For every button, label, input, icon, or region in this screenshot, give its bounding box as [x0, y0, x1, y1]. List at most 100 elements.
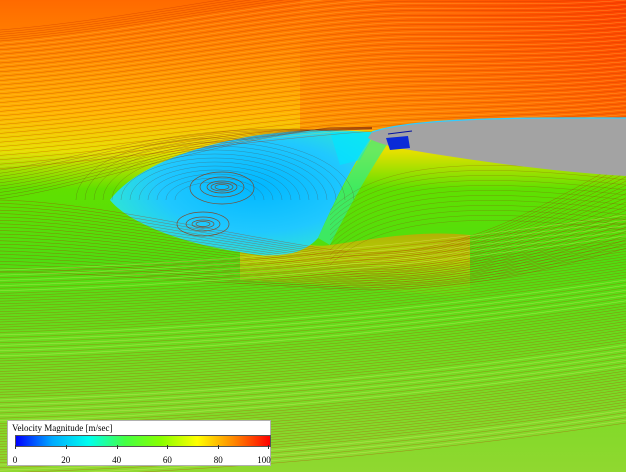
streamline — [0, 61, 626, 114]
streamline — [0, 352, 626, 409]
streamline — [0, 26, 626, 79]
streamline — [0, 23, 626, 77]
airfoil-body — [368, 118, 626, 176]
streamline — [0, 219, 626, 276]
streamline — [0, 222, 626, 279]
streamline — [0, 253, 626, 310]
streamline — [137, 422, 626, 472]
streamline — [102, 149, 328, 201]
streamline — [0, 30, 626, 84]
streamline — [0, 164, 626, 255]
streamline — [0, 218, 626, 278]
high-speed-region — [300, 0, 626, 130]
streamline — [0, 323, 626, 380]
streamline — [0, 326, 626, 383]
streamline — [0, 21, 626, 75]
streamline — [329, 190, 626, 236]
streamline — [329, 170, 626, 216]
streamline — [0, 126, 373, 200]
streamline — [0, 83, 626, 136]
streamline — [0, 222, 626, 279]
streamline — [0, 6, 626, 59]
streamline — [0, 201, 626, 271]
streamline — [0, 180, 626, 262]
streamline — [18, 417, 626, 472]
streamline — [0, 34, 626, 88]
streamline — [0, 284, 626, 341]
streamline — [0, 0, 304, 42]
legend-colorbar — [15, 435, 271, 447]
streamline — [0, 238, 626, 294]
streamline — [0, 321, 626, 377]
streamline — [0, 0, 285, 40]
streamline — [0, 0, 222, 31]
streamline — [0, 4, 626, 57]
streamline — [0, 287, 626, 344]
streamline — [0, 292, 626, 349]
streamline — [0, 0, 252, 35]
streamline — [0, 39, 626, 92]
streamline — [0, 76, 626, 130]
streamline — [0, 127, 373, 184]
legend-tick-mark — [116, 445, 118, 449]
streamline — [0, 127, 373, 187]
streamline — [329, 195, 626, 241]
streamline — [0, 205, 626, 272]
streamline — [0, 72, 626, 125]
streamline — [0, 271, 626, 328]
streamline — [0, 10, 626, 64]
streamline — [0, 331, 626, 388]
streamline — [329, 215, 626, 261]
streamline — [0, 240, 626, 297]
streamline — [156, 173, 274, 201]
streamline — [0, 45, 626, 99]
legend-tick-label: 100 — [257, 455, 271, 465]
streamline — [0, 8, 626, 62]
streamline — [0, 0, 599, 51]
streamline — [0, 316, 626, 372]
streamline — [0, 85, 626, 139]
streamline — [0, 159, 626, 253]
streamline — [0, 230, 626, 286]
streamline — [0, 227, 626, 284]
streamline — [0, 1, 626, 55]
streamline — [0, 94, 626, 147]
streamline — [0, 78, 626, 132]
streamline — [0, 360, 626, 416]
streamline — [0, 297, 626, 354]
streamline — [0, 344, 626, 401]
streamline — [0, 96, 626, 150]
streamline — [0, 87, 626, 141]
streamline — [0, 128, 373, 174]
streamline — [0, 232, 626, 289]
streamline — [329, 180, 626, 226]
streamline — [0, 308, 626, 364]
streamline — [0, 50, 626, 103]
streamline — [329, 210, 626, 256]
streamline — [0, 59, 626, 112]
streamline — [0, 197, 626, 269]
streamline — [0, 295, 626, 351]
streamline — [0, 12, 626, 66]
streamline — [0, 342, 626, 398]
streamline — [0, 303, 626, 359]
color-legend: Velocity Magnitude [m/sec] 0 20 40 60 80… — [7, 420, 271, 466]
legend-tick-label: 80 — [213, 455, 223, 465]
streamline — [165, 177, 265, 201]
streamline — [0, 43, 626, 97]
streamline — [0, 0, 324, 44]
streamline — [0, 414, 626, 471]
streamline — [93, 145, 337, 201]
streamline — [0, 105, 626, 158]
shear-layer — [330, 132, 375, 165]
streamline — [0, 251, 626, 307]
legend-tick-mark — [218, 445, 220, 449]
streamline — [0, 17, 626, 70]
streamline — [0, 357, 626, 414]
streamline — [0, 245, 626, 302]
streamline — [0, 318, 626, 375]
streamline — [0, 282, 626, 338]
vortex-lower — [176, 211, 230, 237]
probe-marker — [386, 136, 410, 150]
